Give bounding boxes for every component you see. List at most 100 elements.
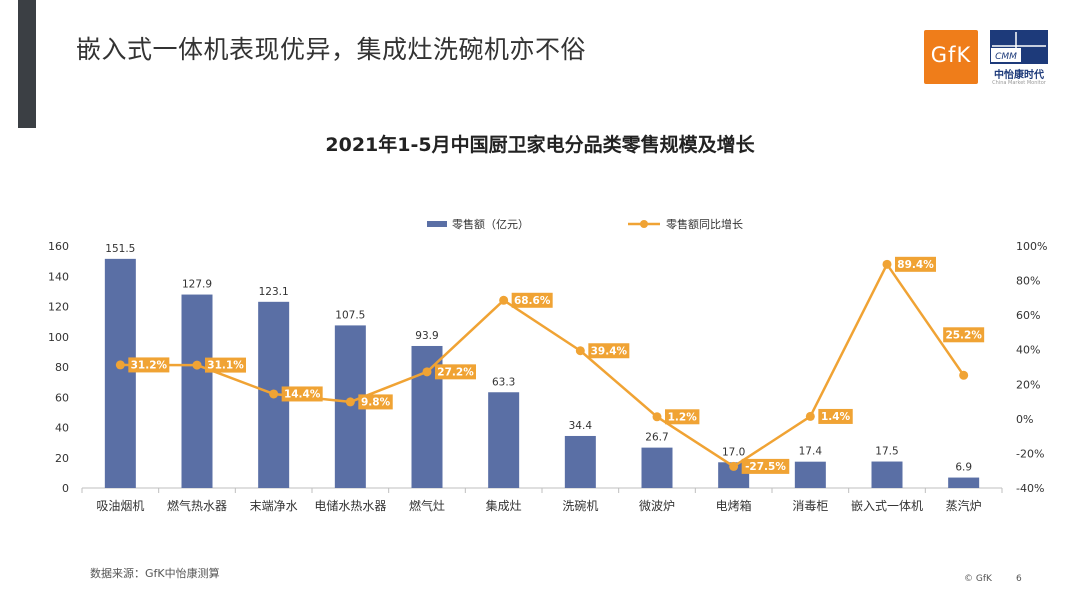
y-left-tick-label: 120 [48,301,69,314]
bar-value-label: 123.1 [259,286,289,298]
legend-line-marker [640,220,648,228]
category-label: 末端净水 [250,499,298,513]
growth-point [959,370,969,380]
category-label: 电烤箱 [716,498,752,513]
y-left-tick-label: 80 [55,361,69,374]
y-right-tick-label: 0% [1016,413,1033,426]
growth-value-label: 31.1% [207,360,244,372]
y-left-tick-label: 140 [48,270,69,283]
growth-label-box [281,386,323,402]
chart-title: 2021年1-5月中国厨卫家电分品类零售规模及增长 [325,134,755,156]
y-left-tick-label: 0 [62,482,69,495]
growth-value-label: -27.5% [745,461,786,473]
growth-label-box [588,343,630,359]
page-number: 6 [1016,574,1022,584]
growth-value-label: 9.8% [361,396,391,408]
legend-bar-swatch [427,221,447,227]
growth-label-box [435,364,476,380]
growth-value-label: 39.4% [591,345,628,357]
growth-value-label: 14.4% [284,388,321,400]
bar-value-label: 93.9 [415,330,438,342]
growth-point [269,389,279,399]
y-left-tick-label: 40 [55,422,69,435]
growth-label-box [358,394,393,410]
y-right-tick-label: 80% [1016,275,1040,288]
growth-point [192,360,202,370]
growth-label-box [741,458,790,474]
bar-value-label: 151.5 [105,243,135,255]
data-source-note: 数据来源：GfK中怡康测算 [90,567,220,580]
growth-point [345,397,355,407]
bar-value-label: 34.4 [569,420,593,432]
cmm-logo-name: 中怡康时代 [994,70,1044,81]
growth-point [115,360,125,370]
bar [948,477,980,488]
growth-value-label: 27.2% [437,366,474,378]
y-right-tick-label: -40% [1016,482,1044,495]
category-label: 电储水热水器 [314,498,386,513]
side-accent-bar [18,0,36,128]
growth-value-label: 1.4% [821,411,851,423]
category-label: 集成灶 [486,498,522,513]
growth-line [120,263,965,468]
bar-value-label: 17.5 [875,446,898,458]
cmm-logo-text: CMM [995,52,1017,62]
copyright: © GfK [964,574,992,584]
y-left-tick-label: 60 [55,391,69,404]
growth-point [652,412,662,422]
cmm-logo: CMM [990,30,1048,64]
category-label: 洗碗机 [562,498,598,513]
category-label: 消毒柜 [792,499,828,513]
bar [794,461,826,488]
growth-value-label: 1.2% [668,411,698,423]
legend-line-label: 零售额同比增长 [666,217,743,231]
growth-label-box [128,357,170,373]
legend-bar-label: 零售额（亿元） [452,217,529,231]
growth-point [422,367,432,377]
growth-point [729,461,739,471]
growth-value-label: 89.4% [897,259,934,271]
y-left-tick-label: 20 [55,452,69,465]
bar [181,294,213,488]
growth-point [575,346,585,356]
slide-title: 嵌入式一体机表现优异，集成灶洗碗机亦不俗 [76,35,587,64]
category-label: 燃气热水器 [167,498,227,513]
category-label: 蒸汽炉 [946,498,982,513]
bar-value-label: 63.3 [492,376,515,388]
bar-value-label: 17.0 [722,446,745,458]
bar [641,447,673,488]
y-right-tick-label: 60% [1016,309,1040,322]
y-left-tick-label: 100 [48,331,69,344]
y-right-tick-label: 40% [1016,344,1040,357]
growth-point [805,411,815,421]
growth-value-label: 25.2% [945,329,982,341]
cmm-logo-subtitle: China Market Monitor [992,80,1046,86]
growth-label-box [943,327,985,343]
category-label: 燃气灶 [409,498,445,513]
category-label: 微波炉 [639,499,675,513]
growth-label-box [895,256,936,272]
bar-value-label: 107.5 [335,309,365,321]
bar-value-label: 127.9 [182,279,212,291]
growth-value-label: 68.6% [514,295,551,307]
bar-value-label: 26.7 [645,432,668,444]
growth-label-box [511,292,553,308]
growth-point [499,295,509,305]
y-right-tick-label: 100% [1016,240,1047,253]
y-right-tick-label: -20% [1016,447,1044,460]
bar-value-label: 17.4 [799,446,823,458]
category-label: 嵌入式一体机 [851,499,923,513]
growth-label-box [818,408,853,424]
growth-label-box [205,357,246,373]
growth-point [882,259,892,269]
growth-value-label: 31.2% [131,359,168,371]
bar [104,258,136,488]
bar [488,392,520,488]
y-left-tick-label: 160 [48,240,69,253]
bar [871,461,903,488]
y-right-tick-label: 20% [1016,378,1040,391]
bar [564,435,596,488]
gfk-logo-text: GfK [930,43,972,67]
gfk-logo: GfK [924,30,978,84]
